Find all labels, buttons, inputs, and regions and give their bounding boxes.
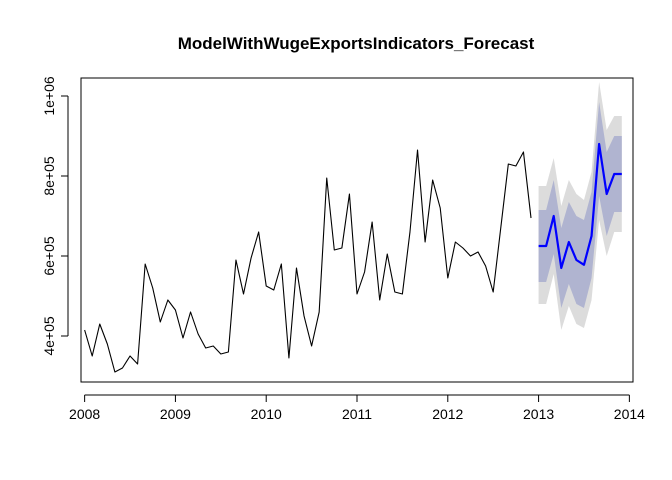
forecast-mean-line xyxy=(538,142,622,270)
chart-title: ModelWithWugeExportsIndicators_Forecast xyxy=(178,34,535,53)
series-lines xyxy=(84,142,622,373)
prediction-intervals xyxy=(538,82,622,330)
x-tick-label: 2010 xyxy=(251,406,282,422)
x-tick-label: 2008 xyxy=(69,406,100,422)
x-tick-label: 2011 xyxy=(342,406,372,422)
x-tick-label: 2009 xyxy=(160,406,191,422)
plot-frame xyxy=(80,77,634,383)
history-line xyxy=(84,149,532,373)
x-tick-label: 2012 xyxy=(432,406,463,422)
x-tick-label: 2014 xyxy=(614,406,645,422)
y-tick-label: 6e+05 xyxy=(41,236,57,276)
y-tick-label: 8e+05 xyxy=(41,156,57,196)
y-tick-label: 4e+05 xyxy=(41,316,57,356)
y-tick-label: 1e+06 xyxy=(41,76,57,116)
axes: 2008 2009 2010 2011 2012 2013 2014 4e+05 6e+05 8e… xyxy=(41,76,645,422)
x-tick-label: 2013 xyxy=(523,406,554,422)
